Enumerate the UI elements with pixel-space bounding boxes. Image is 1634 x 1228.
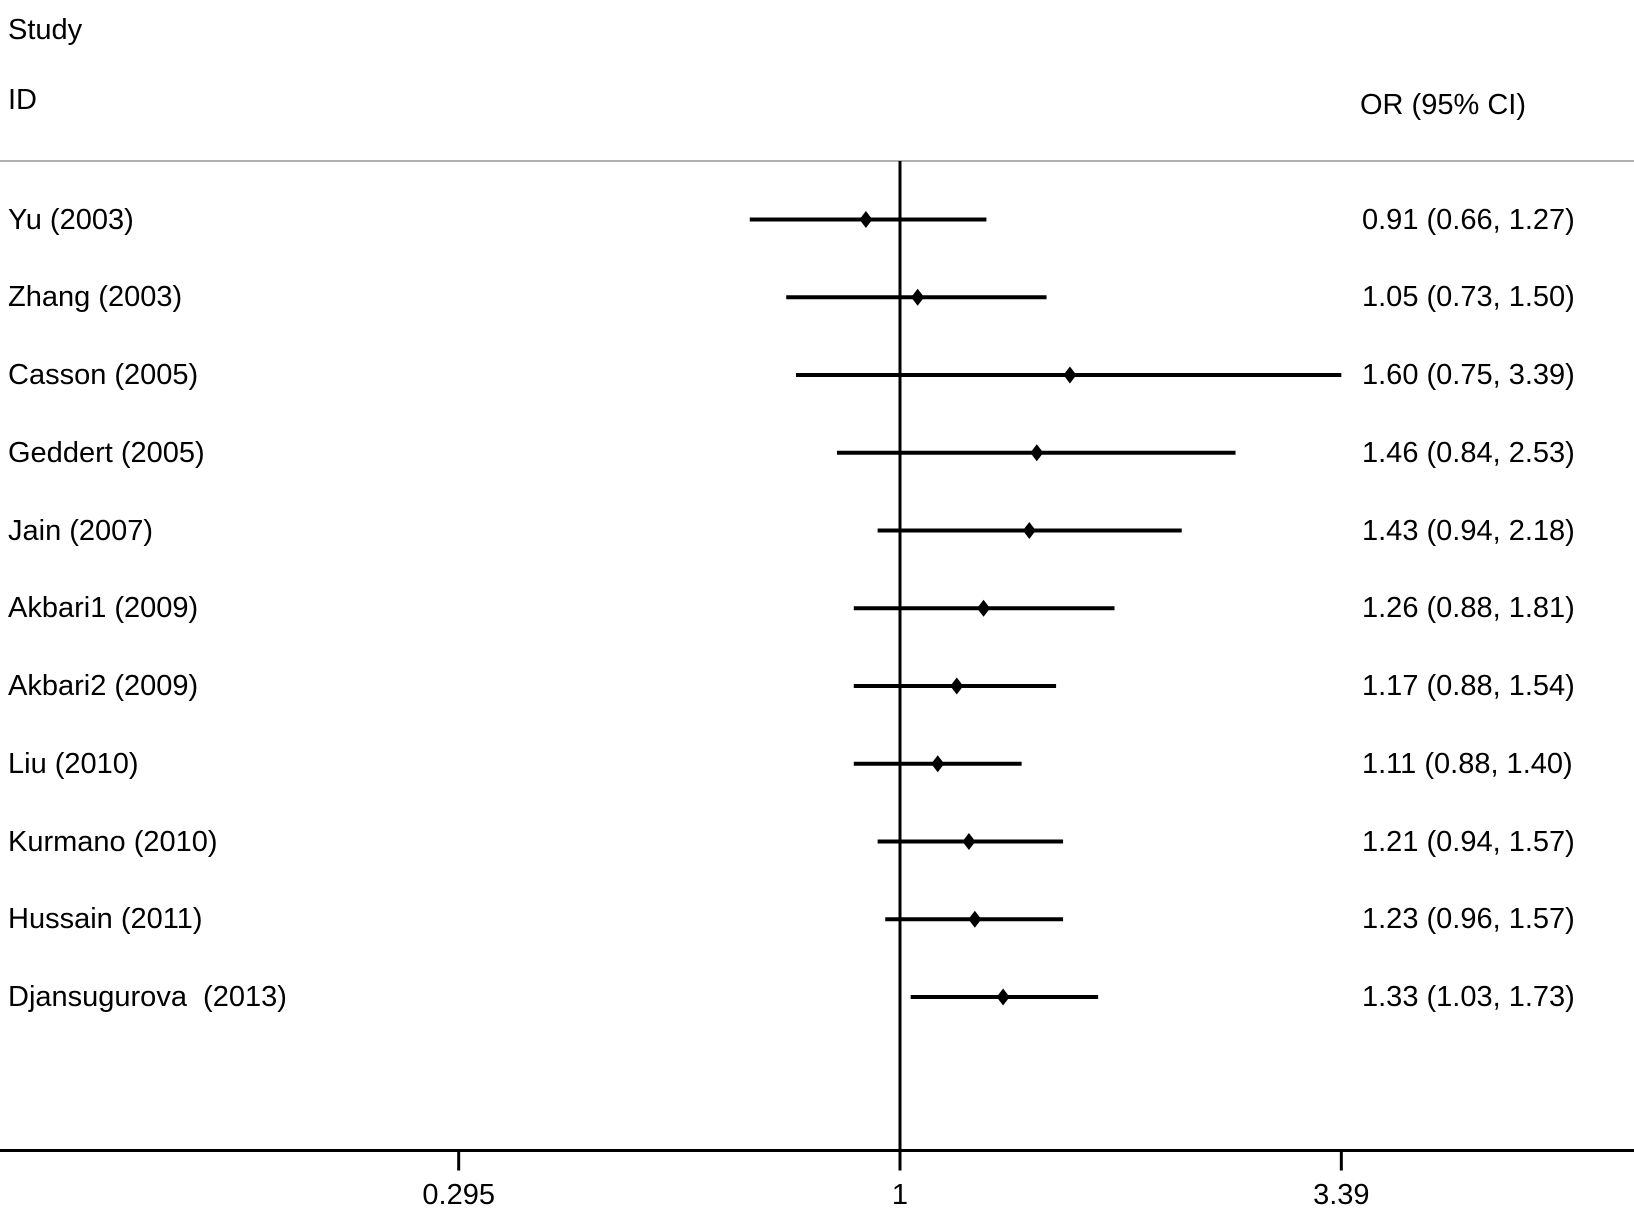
or-marker-diamond — [859, 211, 873, 228]
header-id: ID — [8, 84, 37, 116]
study-label: Casson (2005) — [8, 359, 199, 391]
study-label: Jain (2007) — [8, 514, 154, 547]
x-axis-tick-label: 0.295 — [422, 1179, 495, 1211]
study-label: Kurmano (2010) — [8, 825, 218, 858]
or-ci-value: 1.05 (0.73, 1.50) — [1362, 281, 1575, 314]
x-axis-tick-label: 3.39 — [1313, 1179, 1370, 1211]
header-study: Study — [8, 14, 83, 46]
or-ci-value: 1.23 (0.96, 1.57) — [1362, 903, 1575, 936]
or-marker-diamond — [996, 988, 1010, 1006]
x-axis-tick-label: 1 — [891, 1179, 909, 1211]
or-marker-diamond — [1030, 444, 1044, 462]
or-ci-value: 1.21 (0.94, 1.57) — [1362, 825, 1575, 858]
or-marker-diamond — [977, 599, 991, 617]
study-label: Geddert (2005) — [8, 436, 205, 469]
or-ci-value: 1.60 (0.75, 3.39) — [1362, 359, 1575, 391]
header-or-ci: OR (95% CI) — [1360, 89, 1526, 121]
study-label: Akbari2 (2009) — [8, 670, 199, 702]
or-ci-value: 1.26 (0.88, 1.81) — [1362, 592, 1575, 625]
or-ci-value: 1.17 (0.88, 1.54) — [1362, 670, 1575, 702]
or-ci-value: 1.33 (1.03, 1.73) — [1362, 981, 1575, 1013]
or-ci-value: 0.91 (0.66, 1.27) — [1362, 203, 1575, 236]
or-marker-diamond — [950, 677, 964, 695]
study-label: Akbari1 (2009) — [8, 592, 199, 625]
or-marker-diamond — [1022, 522, 1036, 539]
study-label: Zhang (2003) — [8, 281, 183, 314]
study-label: Liu (2010) — [8, 747, 139, 780]
or-ci-value: 1.43 (0.94, 2.18) — [1362, 514, 1575, 547]
or-marker-diamond — [931, 755, 945, 773]
or-marker-diamond — [1063, 366, 1077, 384]
or-marker-diamond — [962, 833, 976, 850]
or-ci-value: 1.46 (0.84, 2.53) — [1362, 436, 1575, 469]
study-label: Yu (2003) — [8, 203, 134, 236]
study-label: Djansugurova (2013) — [8, 981, 287, 1013]
or-marker-diamond — [911, 288, 925, 306]
study-label: Hussain (2011) — [8, 903, 203, 936]
or-marker-diamond — [968, 910, 982, 928]
or-ci-value: 1.11 (0.88, 1.40) — [1362, 747, 1573, 780]
header-divider — [0, 160, 1634, 162]
